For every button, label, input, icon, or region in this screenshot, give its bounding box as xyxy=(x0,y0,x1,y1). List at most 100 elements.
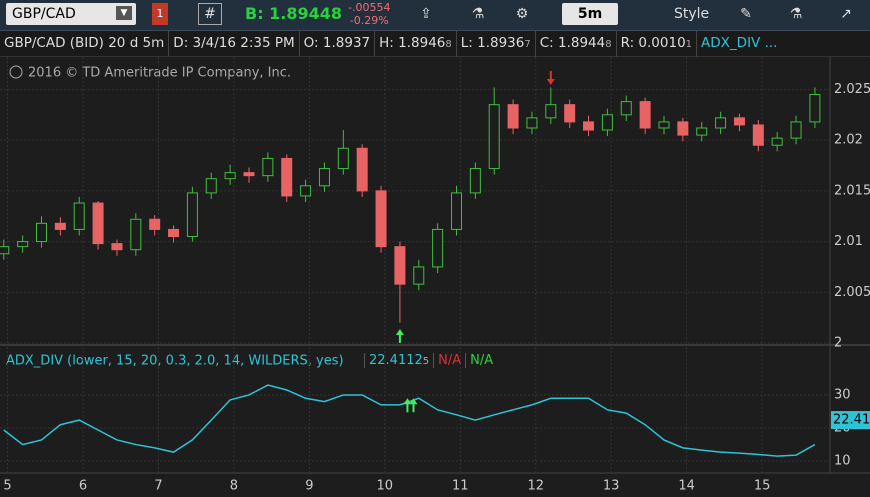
dropdown: ▼ xyxy=(116,6,132,20)
candle-body xyxy=(432,228,444,268)
x-tick-label: 10 xyxy=(377,479,394,494)
candle-body xyxy=(526,117,538,129)
candle-body xyxy=(639,101,651,129)
symbol: GBP/CAD xyxy=(12,6,76,22)
y-tick-label: 2.02 xyxy=(834,133,863,148)
toolbar: GBP/CAD ▼ 1 # B: 1.89448 -.00554 -0.29% ⇪ … xyxy=(0,0,870,31)
candle-body xyxy=(620,101,632,116)
x-tick-label: 6 xyxy=(79,479,87,494)
status-green: N/A xyxy=(465,353,498,368)
x-tick-label: 13 xyxy=(603,479,620,494)
close: C: 1.8944 xyxy=(539,35,606,51)
signal-up xyxy=(395,329,404,343)
candle-body xyxy=(186,192,198,238)
timeframe[interactable]: 5m xyxy=(562,3,618,25)
candle-body xyxy=(168,228,180,238)
candle-body xyxy=(356,147,368,192)
change: -.00554 -0.29% xyxy=(348,1,391,27)
low-sub: 7 xyxy=(524,39,531,50)
bid-price: B: 1.89448 xyxy=(245,4,343,23)
flask-icon[interactable]: ⚗ xyxy=(471,6,485,22)
high-sub: 8 xyxy=(445,39,452,50)
candle-body xyxy=(564,104,576,123)
y-tick-label: 30 xyxy=(834,387,851,402)
candle-body xyxy=(469,168,481,194)
info-icon xyxy=(9,65,23,79)
candle-body xyxy=(318,168,330,187)
y-tick-label: 2.015 xyxy=(834,183,870,198)
info-range: R: 0.00101 xyxy=(617,31,698,57)
indicator-values: 22.41125 N/A N/A xyxy=(364,349,498,374)
candle-body xyxy=(677,121,689,136)
indicator-line xyxy=(3,384,816,457)
candle-body xyxy=(394,246,406,285)
gear-icon[interactable]: ⚙ xyxy=(515,6,529,22)
info-study: ADX_DIV ... xyxy=(701,35,778,51)
candle-body xyxy=(715,117,727,129)
symbol-box[interactable]: GBP/CAD ▼ xyxy=(6,3,136,25)
change-pct: -0.29% xyxy=(349,14,389,27)
signal-down xyxy=(546,71,555,85)
candle-body xyxy=(696,127,708,136)
x-tick-label: 12 xyxy=(527,479,544,494)
low: L: 1.8936 xyxy=(460,35,525,51)
candle-body xyxy=(583,121,595,131)
grid-icon[interactable]: # xyxy=(198,3,222,25)
last-value: 22.4112 xyxy=(369,353,423,368)
candle-body xyxy=(111,243,123,251)
current-value-tag xyxy=(831,411,870,430)
candle-body xyxy=(790,121,802,139)
candle-body xyxy=(601,114,613,131)
candle-body xyxy=(205,178,217,194)
candle-body xyxy=(0,246,10,255)
y-tick-label: 2.005 xyxy=(834,285,870,300)
x-tick-label: 14 xyxy=(678,479,695,494)
signal-up xyxy=(403,398,412,413)
info-low: L: 1.89367 xyxy=(457,31,536,57)
range: R: 0.0010 xyxy=(620,35,686,51)
info-bar: GBP/CAD (BID) 20 d 5m D: 3/4/16 2:35 PM O:… xyxy=(0,31,870,57)
candle-body xyxy=(545,104,557,119)
share-icon[interactable]: ⇪ xyxy=(420,6,432,22)
candle-body xyxy=(36,222,47,243)
candle-body xyxy=(300,185,312,197)
style-label: Style xyxy=(674,6,710,22)
high: H: 1.8946 xyxy=(379,35,446,51)
info-open: O: 1.8937 xyxy=(300,31,376,56)
y-tick-label: 2 xyxy=(834,336,842,351)
status-red: N/A xyxy=(433,353,466,368)
candle-body xyxy=(92,202,104,245)
candle-body xyxy=(413,266,425,285)
x-tick-label: 11 xyxy=(452,479,469,494)
candle-body xyxy=(262,157,274,177)
indicator-last: 22.41125 xyxy=(364,353,434,368)
info-close: C: 1.89448 xyxy=(536,31,617,57)
candle-body xyxy=(752,124,764,146)
change-value: -.00554 xyxy=(348,1,391,14)
close-sub: 8 xyxy=(605,39,612,50)
candle-body xyxy=(130,218,142,251)
style-menu[interactable]: Style xyxy=(648,3,709,25)
alert-icon[interactable]: 1 xyxy=(152,3,168,25)
study-icon[interactable]: ⚗ xyxy=(789,6,803,22)
price-panel xyxy=(0,57,830,343)
x-tick-label: 15 xyxy=(754,479,771,494)
candle-body xyxy=(375,190,387,248)
current-value-label: 22.41 xyxy=(833,413,870,428)
draw-icon[interactable]: ✎ xyxy=(740,6,752,22)
y-tick-label: 2.025 xyxy=(834,82,870,97)
candle-body xyxy=(733,117,745,126)
range-sub: 1 xyxy=(685,39,693,50)
candle-body xyxy=(337,147,349,170)
candle-body xyxy=(73,202,85,230)
candle-body xyxy=(507,104,519,129)
x-tick-label: 8 xyxy=(230,479,238,494)
compare-icon[interactable]: ↗ xyxy=(840,6,852,22)
x-tick-label: 5 xyxy=(3,479,11,494)
candle-body xyxy=(451,192,462,230)
candle-body xyxy=(54,222,66,230)
info-title: GBP/CAD (BID) 20 d 5m xyxy=(0,31,170,56)
candle-body xyxy=(17,241,29,248)
info-date: D: 3/4/16 2:35 PM xyxy=(169,31,300,56)
